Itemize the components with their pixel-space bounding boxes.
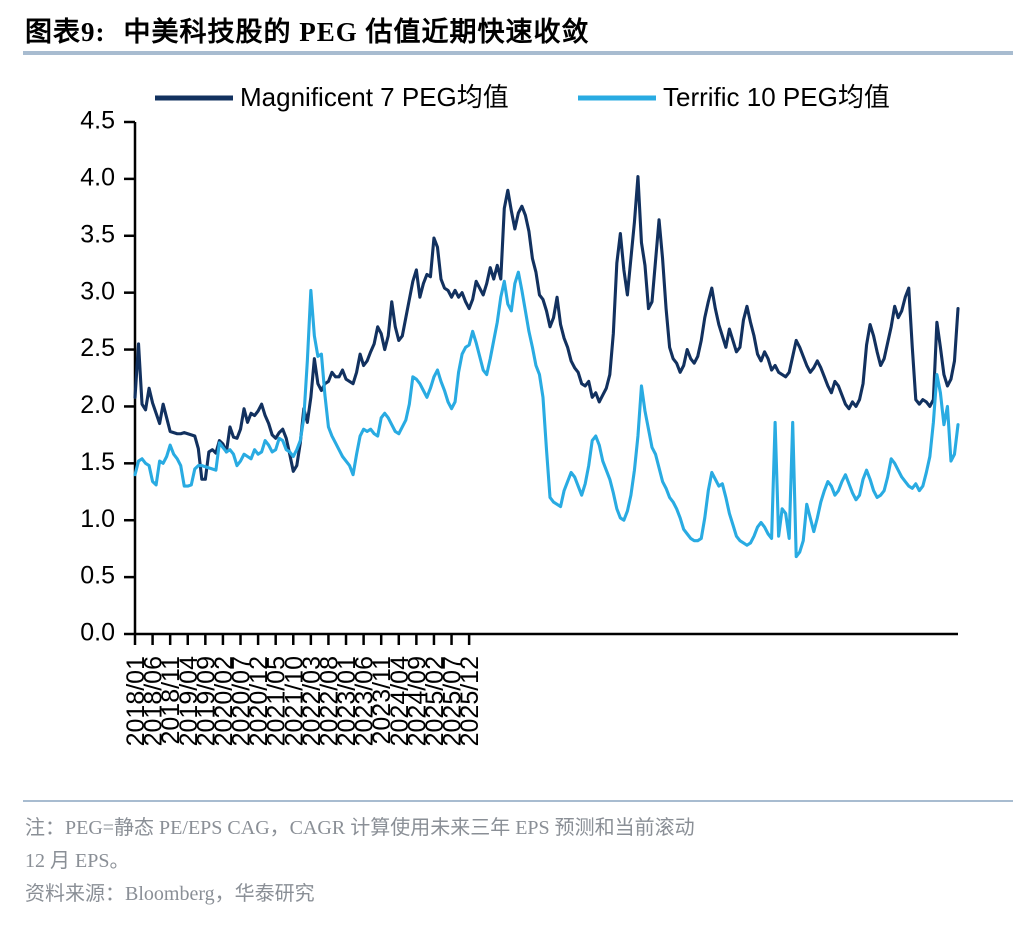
y-axis-tick-label: 4.0 xyxy=(80,163,115,191)
x-axis-tick-label: 2020/12 xyxy=(245,656,273,746)
x-axis-tick-label: 2025/12 xyxy=(456,656,484,746)
x-axis-tick-label: 2025/02 xyxy=(421,656,449,746)
y-axis-tick-label: 1.0 xyxy=(80,505,115,533)
x-axis-tick-label: 2023/06 xyxy=(351,656,379,746)
legend-item-1: Magnificent 7 PEG均值 xyxy=(155,82,509,112)
x-axis-tick-label: 2018/01 xyxy=(122,656,150,746)
x-axis-tick-label: 2024/09 xyxy=(403,656,431,746)
x-axis-tick-label: 2024/04 xyxy=(386,656,414,746)
figure-title-text: 中美科技股的 PEG 估值近期快速收敛 xyxy=(123,17,590,47)
y-axis-tick-label: 2.5 xyxy=(80,334,115,362)
axes xyxy=(133,122,958,636)
legend-label: Terrific 10 PEG均值 xyxy=(663,82,890,112)
peg-line-chart: Magnificent 7 PEG均值 Terrific 10 PEG均值 0.0 0… xyxy=(80,82,960,746)
x-axis-tick-label: 2020/07 xyxy=(228,656,256,746)
x-axis-tick-label: 2023/11 xyxy=(368,656,396,745)
source-line: 资料来源：Bloomberg，华泰研究 xyxy=(25,883,315,905)
footer-notes: 注：PEG=静态 PE/EPS CAG，CAGR 计算使用未来三年 EPS 预测… xyxy=(25,812,1010,911)
x-axis-tick-label: 2020/02 xyxy=(210,656,238,746)
legend-item-2: Terrific 10 PEG均值 xyxy=(578,82,890,112)
x-axis-tick-label: 2021/10 xyxy=(280,656,308,746)
page-title: 图表9: 中美科技股的 PEG 估值近期快速收敛 xyxy=(25,10,590,49)
x-axis-tick-label: 2018/06 xyxy=(140,656,168,746)
legend-label: Magnificent 7 PEG均值 xyxy=(240,82,509,112)
x-axis-tick-label: 2022/03 xyxy=(298,656,326,746)
figure-number: 图表9: xyxy=(25,17,106,47)
x-axis-tick-label: 2018/11 xyxy=(157,656,185,745)
x-axis-tick-label: 2022/08 xyxy=(315,656,343,746)
y-axis-tick-label: 2.0 xyxy=(80,391,115,419)
x-axis-tick-label: 2023/01 xyxy=(333,656,361,746)
note-line-2: 12 月 EPS。 xyxy=(25,850,130,872)
series-line-terrific-10 xyxy=(133,270,960,559)
x-axis-tick-label: 2021/05 xyxy=(263,656,291,746)
x-axis-tick-label: 2019/04 xyxy=(175,656,203,746)
series-line-magnificent-7 xyxy=(133,175,960,481)
title-divider xyxy=(23,51,1013,55)
y-axis-tick-label: 3.5 xyxy=(80,220,115,248)
chart-area: Magnificent 7 PEG均值 Terrific 10 PEG均值 0.0 0… xyxy=(0,60,1036,790)
note-line-1: 注：PEG=静态 PE/EPS CAG，CAGR 计算使用未来三年 EPS 预测… xyxy=(25,817,695,839)
y-axis-tick-label: 0.5 xyxy=(80,562,115,590)
y-axis-tick-label: 4.5 xyxy=(80,107,115,135)
footer-divider xyxy=(23,800,1013,802)
x-axis-tick-label: 2025/07 xyxy=(439,656,467,746)
y-axis-tick-label: 0.0 xyxy=(80,619,115,647)
y-axis-tick-label: 3.0 xyxy=(80,277,115,305)
y-axis-tick-label: 1.5 xyxy=(80,448,115,476)
x-axis-tick-label: 2019/09 xyxy=(192,656,220,746)
